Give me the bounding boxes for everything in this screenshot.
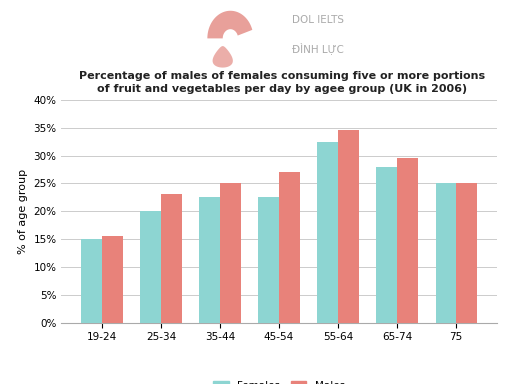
Bar: [436, 184, 456, 323]
Bar: [81, 239, 102, 323]
Bar: [456, 184, 477, 323]
Legend: Females, Males: Females, Males: [209, 377, 349, 384]
Bar: [338, 131, 359, 323]
Text: DOL IELTS: DOL IELTS: [292, 15, 344, 25]
Polygon shape: [207, 11, 252, 38]
Bar: [161, 195, 182, 323]
Bar: [140, 211, 161, 323]
Bar: [279, 172, 300, 323]
Bar: [259, 197, 279, 323]
Text: Percentage of males of females consuming five or more portions
of fruit and vege: Percentage of males of females consuming…: [78, 71, 485, 94]
Bar: [397, 158, 418, 323]
Bar: [199, 197, 220, 323]
Y-axis label: % of age group: % of age group: [18, 169, 28, 254]
Bar: [376, 167, 397, 323]
Text: ĐÌNH LỰC: ĐÌNH LỰC: [292, 42, 344, 54]
Bar: [220, 184, 241, 323]
Bar: [102, 236, 122, 323]
Bar: [317, 142, 338, 323]
Polygon shape: [212, 46, 233, 68]
